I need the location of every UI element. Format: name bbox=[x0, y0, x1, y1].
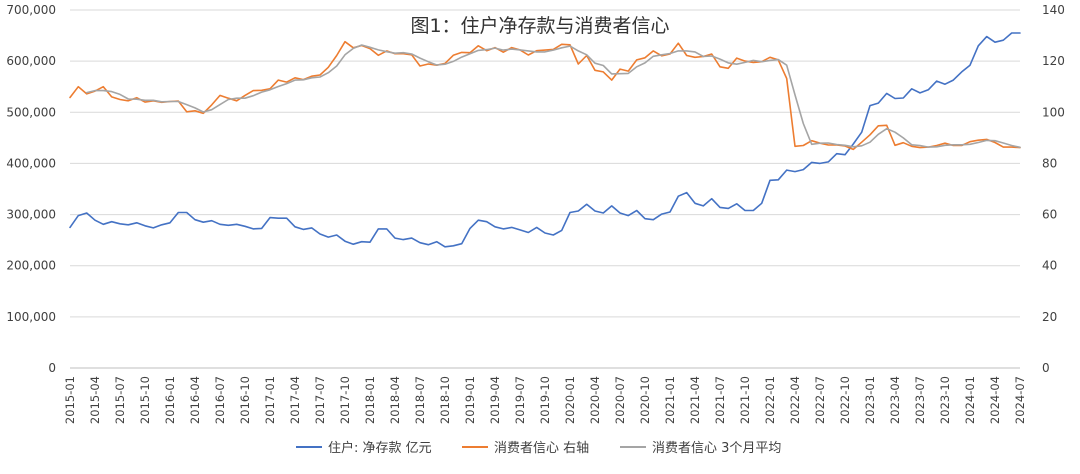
x-axis-tick-label: 2016-07 bbox=[213, 376, 227, 424]
left-axis-tick-label: 0 bbox=[48, 361, 56, 375]
x-axis-tick-label: 2017-07 bbox=[313, 376, 327, 424]
x-axis-tick-label: 2015-10 bbox=[138, 376, 152, 424]
right-axis-tick-label: 120 bbox=[1042, 54, 1065, 68]
x-axis-tick-label: 2024-07 bbox=[1013, 376, 1027, 424]
x-axis-tick-label: 2022-07 bbox=[813, 376, 827, 424]
x-axis-tick-label: 2022-10 bbox=[838, 376, 852, 424]
x-axis-tick-label: 2019-07 bbox=[513, 376, 527, 424]
left-y-axis: 0 100,000 200,000 300,000 400,000 500,000 600,… bbox=[6, 3, 56, 375]
right-axis-tick-label: 60 bbox=[1042, 208, 1057, 222]
x-axis-tick-label: 2018-04 bbox=[388, 376, 402, 424]
x-axis-tick-label: 2015-01 bbox=[63, 376, 77, 424]
x-axis-tick-label: 2023-07 bbox=[913, 376, 927, 424]
x-axis-tick-label: 2024-01 bbox=[963, 376, 977, 424]
x-axis-tick-label: 2018-07 bbox=[413, 376, 427, 424]
left-axis-tick-label: 200,000 bbox=[6, 259, 56, 273]
x-axis-tick-label: 2023-01 bbox=[863, 376, 877, 424]
x-axis-tick-label: 2019-01 bbox=[463, 376, 477, 424]
left-axis-tick-label: 300,000 bbox=[6, 208, 56, 222]
right-axis-tick-label: 40 bbox=[1042, 259, 1057, 273]
x-axis-tick-label: 2021-07 bbox=[713, 376, 727, 424]
legend-label: 消费者信心 右轴 bbox=[494, 441, 589, 456]
x-axis-tick-label: 2021-04 bbox=[688, 376, 702, 424]
x-axis-tick-label: 2016-01 bbox=[163, 376, 177, 424]
x-axis-tick-label: 2016-04 bbox=[188, 376, 202, 424]
legend-label: 消费者信心 3个月平均 bbox=[652, 441, 781, 456]
x-axis-tick-label: 2018-01 bbox=[363, 376, 377, 424]
x-axis-tick-label: 2021-10 bbox=[738, 376, 752, 424]
x-axis-tick-label: 2019-04 bbox=[488, 376, 502, 424]
legend: 住户: 净存款 亿元 消费者信心 右轴 消费者信心 3个月平均 bbox=[296, 440, 781, 456]
series-lines bbox=[69, 32, 1021, 248]
right-axis-tick-label: 100 bbox=[1042, 105, 1065, 119]
x-axis-tick-label: 2015-07 bbox=[113, 376, 127, 424]
x-axis-tick-label: 2020-10 bbox=[638, 376, 652, 424]
x-axis-tick-label: 2017-10 bbox=[338, 376, 352, 424]
series-line-3 bbox=[85, 44, 1021, 149]
x-axis-tick-label: 2020-04 bbox=[588, 376, 602, 424]
x-axis-tick-label: 2020-01 bbox=[563, 376, 577, 424]
x-axis-tick-label: 2020-07 bbox=[613, 376, 627, 424]
right-y-axis: 0 20 40 60 80 100 120 140 bbox=[1042, 3, 1065, 375]
right-axis-tick-label: 0 bbox=[1042, 361, 1050, 375]
legend-label: 住户: 净存款 亿元 bbox=[328, 440, 432, 456]
x-axis-tick-label: 2021-01 bbox=[663, 376, 677, 424]
x-axis-tick-label: 2016-10 bbox=[238, 376, 252, 424]
gridlines bbox=[70, 9, 1020, 369]
left-axis-tick-label: 500,000 bbox=[6, 105, 56, 119]
x-axis-tick-label: 2022-01 bbox=[763, 376, 777, 424]
series-line-2 bbox=[69, 40, 1021, 151]
x-axis-tick-label: 2023-10 bbox=[938, 376, 952, 424]
x-axis-tick-label: 2019-10 bbox=[538, 376, 552, 424]
chart-title: 图1：住户净存款与消费者信心 bbox=[410, 15, 669, 37]
x-axis-tick-label: 2018-10 bbox=[438, 376, 452, 424]
x-axis-tick-label: 2022-04 bbox=[788, 376, 802, 424]
right-axis-tick-label: 20 bbox=[1042, 310, 1057, 324]
x-axis-tick-label: 2017-01 bbox=[263, 376, 277, 424]
right-axis-tick-label: 80 bbox=[1042, 156, 1057, 170]
x-axis-tick-label: 2015-04 bbox=[88, 376, 102, 424]
left-axis-tick-label: 700,000 bbox=[6, 3, 56, 17]
x-axis: 2015-01 2015-04 2015-07 2015-10 2016-01 2016-… bbox=[63, 376, 1027, 424]
x-axis-tick-label: 2024-04 bbox=[988, 376, 1002, 424]
series-line-1 bbox=[69, 32, 1021, 248]
x-axis-tick-label: 2017-04 bbox=[288, 376, 302, 424]
left-axis-tick-label: 600,000 bbox=[6, 54, 56, 68]
left-axis-tick-label: 100,000 bbox=[6, 310, 56, 324]
left-axis-tick-label: 400,000 bbox=[6, 156, 56, 170]
x-axis-tick-label: 2023-04 bbox=[888, 376, 902, 424]
right-axis-tick-label: 140 bbox=[1042, 3, 1065, 17]
